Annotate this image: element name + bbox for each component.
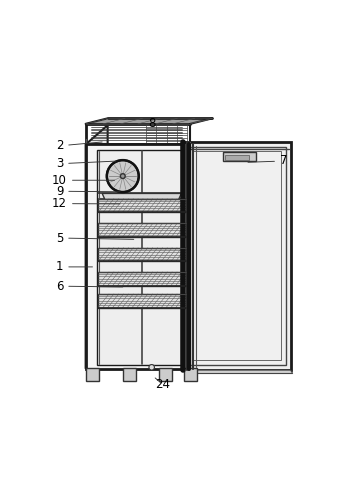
- Circle shape: [107, 160, 139, 192]
- Polygon shape: [102, 194, 181, 200]
- Text: 5: 5: [56, 231, 134, 244]
- Bar: [97, 150, 187, 364]
- Text: 6: 6: [56, 280, 123, 293]
- Text: 2: 2: [56, 139, 102, 152]
- Text: 3: 3: [56, 157, 116, 170]
- FancyBboxPatch shape: [123, 368, 136, 382]
- Bar: [98, 223, 186, 237]
- Text: 12: 12: [52, 197, 120, 210]
- Bar: [225, 155, 248, 160]
- Circle shape: [120, 174, 125, 178]
- Bar: [183, 142, 291, 370]
- Bar: [98, 272, 186, 286]
- Bar: [86, 145, 190, 369]
- Text: 7: 7: [248, 155, 288, 167]
- Bar: [98, 294, 186, 307]
- FancyBboxPatch shape: [159, 368, 172, 382]
- Text: 9: 9: [56, 185, 120, 198]
- Bar: [98, 199, 186, 212]
- Text: 10: 10: [52, 174, 115, 187]
- Bar: [223, 152, 256, 161]
- Circle shape: [149, 364, 154, 370]
- Polygon shape: [183, 370, 293, 373]
- Text: 24: 24: [155, 378, 170, 391]
- Bar: [193, 151, 281, 360]
- Text: 1: 1: [56, 261, 93, 273]
- FancyBboxPatch shape: [184, 368, 197, 382]
- Bar: [188, 147, 286, 365]
- FancyBboxPatch shape: [86, 368, 99, 382]
- Text: 8: 8: [148, 116, 155, 130]
- Polygon shape: [86, 125, 108, 369]
- Bar: [98, 247, 186, 262]
